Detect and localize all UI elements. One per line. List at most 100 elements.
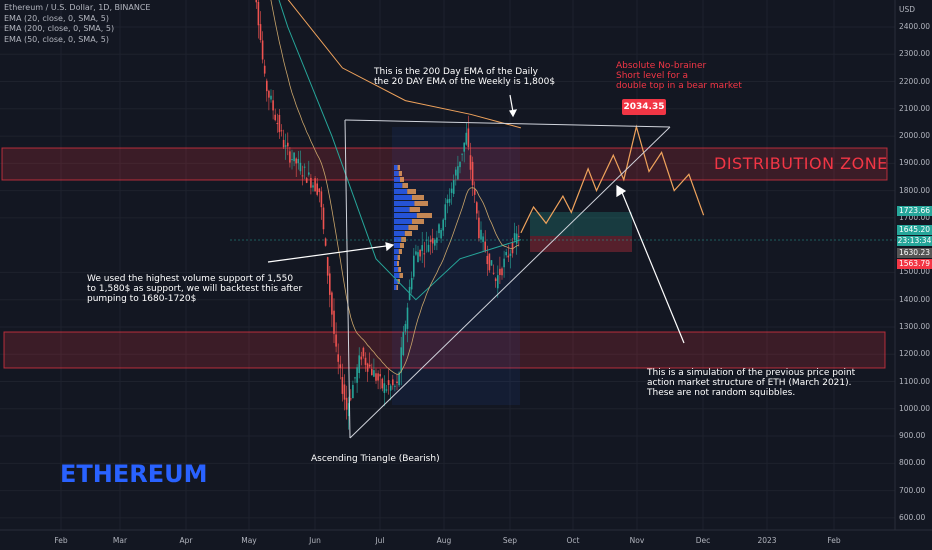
volume-profile-bar-down	[414, 201, 428, 206]
distribution-zone-label: DISTRIBUTION ZONE	[714, 154, 888, 173]
ema-annotation: This is the 200 Day EMA of the Daily the…	[374, 67, 556, 87]
candle-body	[467, 128, 470, 148]
y-tick-label: 1200.00	[899, 349, 931, 359]
candle-body	[318, 188, 321, 193]
x-tick-label: Oct	[566, 536, 580, 545]
y-tick-label: 2300.00	[899, 49, 931, 59]
ema-20-line	[270, 0, 519, 375]
candle-body	[423, 253, 426, 255]
long-box-stop	[530, 236, 632, 252]
candle-body	[381, 378, 384, 389]
volume-annotation: We used the highest volume support of 1,…	[87, 274, 303, 304]
volume-profile-bar-up	[394, 285, 397, 290]
volume-profile-bar-up	[394, 213, 417, 218]
candle-body	[436, 237, 438, 243]
y-tick-label: 1700.00	[899, 212, 931, 222]
candle-body	[389, 385, 392, 391]
volume-profile-bar-up	[394, 225, 409, 230]
candle-body	[478, 217, 480, 239]
candle-body	[366, 363, 369, 372]
x-tick-label: Jun	[309, 536, 321, 545]
candle-body	[499, 268, 501, 275]
candle-body	[274, 114, 276, 121]
volume-profile-bar-up	[394, 165, 398, 170]
candle-body	[515, 233, 518, 244]
x-tick-label: May	[241, 536, 257, 545]
volume-profile-bar-down	[397, 165, 400, 170]
candle-body	[400, 347, 402, 373]
y-tick-label: 2200.00	[899, 76, 931, 86]
volume-profile-bar-down	[398, 267, 401, 272]
volume-profile-bar-up	[394, 231, 405, 236]
chart-legend: Ethereum / U.S. Dollar, 1D, BINANCE EMA …	[4, 3, 150, 45]
short-annotation: Absolute No-brainer Short level for a do…	[616, 61, 742, 91]
x-tick-label: Dec	[695, 536, 711, 545]
volume-profile-bar-up	[394, 261, 397, 266]
candle-body	[396, 381, 398, 383]
volume-profile-bar-down	[397, 255, 400, 260]
candle-body	[364, 357, 367, 365]
x-tick-label: Feb	[54, 536, 68, 545]
x-tick-label: 2023	[757, 536, 777, 545]
candle-body	[511, 242, 514, 254]
price-badge: 1563.79	[897, 259, 932, 269]
candle-body	[482, 236, 484, 242]
triangle-annotation: Ascending Triangle (Bearish)	[311, 454, 440, 464]
candle-body	[440, 230, 442, 239]
candle-body	[450, 188, 453, 193]
volume-profile-bar-up	[394, 219, 412, 224]
axis-unit-label: USD	[899, 5, 916, 14]
y-tick-label: 1500.00	[899, 267, 931, 277]
volume-profile	[394, 165, 432, 290]
y-tick-label: 1400.00	[899, 294, 931, 304]
candle-body	[413, 255, 415, 277]
candle-body	[375, 373, 377, 381]
candle-body	[417, 252, 419, 263]
volume-profile-bar-down	[400, 243, 404, 248]
candle-body	[415, 251, 417, 255]
candle-body	[278, 114, 281, 133]
candle-body	[501, 268, 503, 276]
volume-profile-bar-down	[404, 231, 412, 236]
candle-body	[287, 142, 289, 147]
candle-body	[341, 377, 344, 394]
volume-note-arrow	[267, 245, 387, 263]
candle-body	[331, 292, 333, 315]
candle-body	[301, 175, 304, 177]
candle-body	[404, 324, 407, 332]
candle-body	[280, 130, 283, 132]
candle-body	[295, 158, 297, 164]
ema-50-line	[278, 0, 522, 301]
candle-body	[343, 384, 346, 400]
candle-body	[507, 255, 510, 258]
volume-profile-bar-up	[394, 183, 403, 188]
volume-profile-bar-up	[394, 273, 400, 278]
volume-profile-bar-down	[400, 177, 404, 182]
candle-body	[444, 204, 447, 220]
candle-body	[465, 132, 468, 145]
candle-body	[335, 334, 337, 347]
candle-body	[402, 331, 405, 356]
y-tick-label: 600.00	[899, 512, 926, 522]
x-tick-label: Aug	[436, 536, 452, 545]
candle-body	[272, 100, 274, 111]
candle-body	[394, 385, 396, 387]
candle-body	[268, 90, 270, 98]
candle-body	[356, 367, 358, 383]
candle-body	[452, 180, 455, 194]
candle-body	[431, 238, 434, 244]
volume-profile-bar-up	[394, 171, 399, 176]
candle-body	[289, 151, 291, 163]
candle-body	[392, 379, 394, 386]
candle-body	[461, 153, 463, 155]
candle-body	[463, 142, 465, 152]
y-tick-label: 800.00	[899, 458, 926, 468]
volume-profile-bar-down	[398, 171, 402, 176]
candle-body	[352, 384, 354, 399]
candle-body	[410, 278, 413, 290]
candle-body	[299, 162, 302, 172]
candle-body	[448, 198, 451, 203]
y-tick-label: 1100.00	[899, 376, 931, 386]
price-badge: 1630.23	[897, 248, 932, 258]
